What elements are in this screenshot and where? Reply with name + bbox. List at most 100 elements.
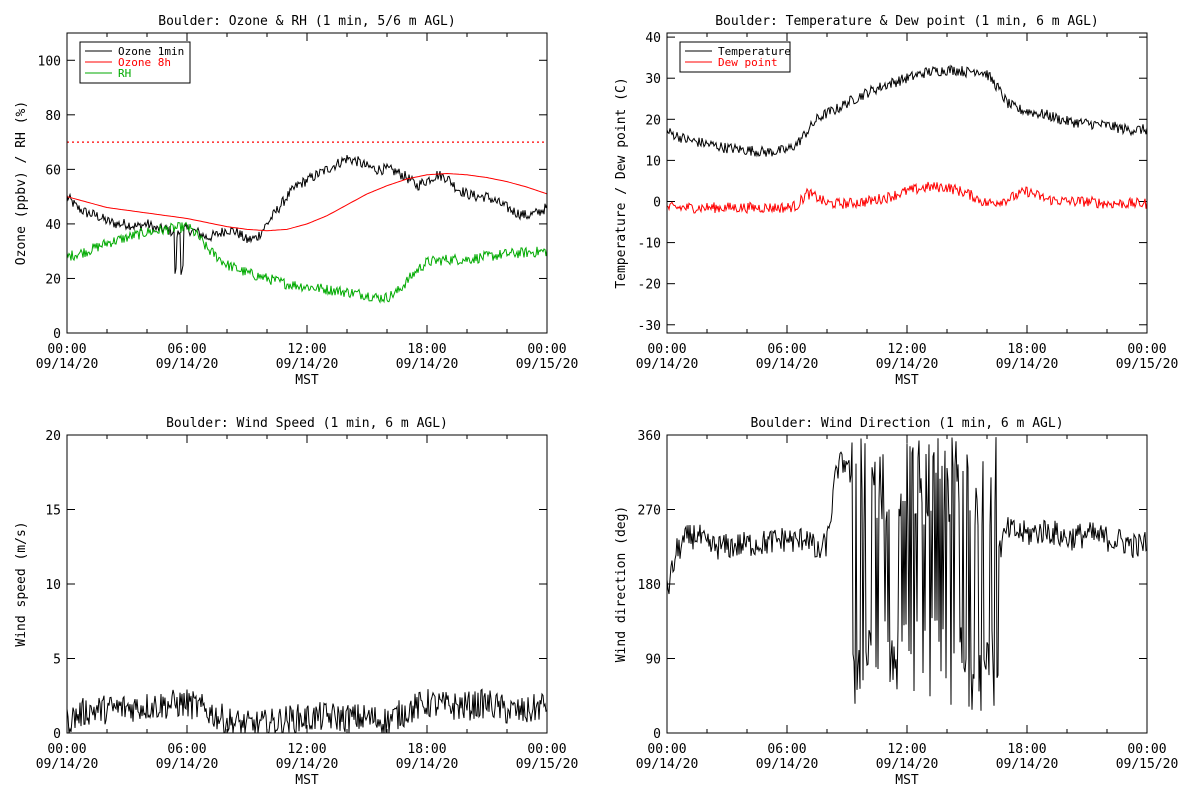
wind-direction-chart-title: Boulder: Wind Direction (1 min, 6 m AGL) <box>750 416 1063 431</box>
x-tick-time-label: 00:00 <box>1127 342 1166 357</box>
y-tick-label: 0 <box>653 195 661 210</box>
y-tick-label: 60 <box>45 163 61 178</box>
x-tick-date-label: 09/15/20 <box>1116 757 1179 772</box>
y-axis-label: Wind direction (deg) <box>614 506 629 663</box>
series-line-rh <box>67 221 547 304</box>
x-axis-label: MST <box>895 373 919 388</box>
series-line-series-0 <box>667 437 1147 711</box>
x-tick-time-label: 18:00 <box>1007 742 1046 757</box>
x-tick-time-label: 06:00 <box>167 742 206 757</box>
y-tick-label: 0 <box>53 327 61 342</box>
x-tick-time-label: 18:00 <box>407 342 446 357</box>
series-line-series-0 <box>67 688 547 733</box>
series-line-temperature <box>667 64 1147 158</box>
x-tick-date-label: 09/15/20 <box>1116 357 1179 372</box>
legend-label-ozone-1min: Ozone 1min <box>118 45 184 58</box>
y-tick-label: 80 <box>45 109 61 124</box>
y-tick-label: 5 <box>53 653 61 668</box>
x-axis-label: MST <box>295 373 319 388</box>
x-tick-time-label: 12:00 <box>887 742 926 757</box>
plot-area <box>667 64 1147 215</box>
wind-speed-panel: Boulder: Wind Speed (1 min, 6 m AGL) 0 5 10… <box>14 416 578 788</box>
legend-label-ozone-8h: Ozone 8h <box>118 56 171 69</box>
temperature-dewpoint-chart-title: Boulder: Temperature & Dew point (1 min,… <box>715 14 1099 29</box>
legend-label-dew-point: Dew point <box>718 56 778 69</box>
x-tick-time-label: 00:00 <box>527 342 566 357</box>
x-tick-date-label: 09/14/20 <box>876 757 939 772</box>
x-tick-date-label: 09/14/20 <box>396 757 459 772</box>
x-tick-time-label: 00:00 <box>527 742 566 757</box>
y-tick-label: 20 <box>645 113 661 128</box>
x-tick-date-label: 09/14/20 <box>156 757 219 772</box>
ozone-rh-chart-title: Boulder: Ozone & RH (1 min, 5/6 m AGL) <box>158 14 455 29</box>
y-axis-label: Temperature / Dew point (C) <box>614 77 629 288</box>
x-tick-date-label: 09/14/20 <box>756 757 819 772</box>
legend-box <box>679 41 791 73</box>
y-tick-label: 30 <box>645 72 661 87</box>
y-tick-label: 270 <box>638 504 661 519</box>
plot-area <box>67 154 547 304</box>
y-tick-label: -20 <box>638 278 661 293</box>
legend-label-rh: RH <box>118 67 131 80</box>
wind-direction-panel: Boulder: Wind Direction (1 min, 6 m AGL)… <box>614 416 1178 788</box>
x-tick-time-label: 06:00 <box>767 742 806 757</box>
temperature-dewpoint-panel: Boulder: Temperature & Dew point (1 min,… <box>614 14 1178 388</box>
y-tick-label: 20 <box>45 429 61 444</box>
x-tick-date-label: 09/14/20 <box>996 357 1059 372</box>
x-tick-date-label: 09/14/20 <box>36 357 99 372</box>
x-tick-date-label: 09/14/20 <box>876 357 939 372</box>
y-tick-label: 180 <box>638 578 661 593</box>
x-tick-date-label: 09/14/20 <box>756 357 819 372</box>
y-tick-label: 100 <box>38 54 61 69</box>
plot-frame <box>66 434 548 734</box>
x-tick-date-label: 09/14/20 <box>396 357 459 372</box>
x-tick-date-label: 09/15/20 <box>516 357 579 372</box>
x-tick-date-label: 09/14/20 <box>636 357 699 372</box>
x-tick-time-label: 18:00 <box>407 742 446 757</box>
x-tick-date-label: 09/14/20 <box>996 757 1059 772</box>
x-axis-label: MST <box>895 773 919 788</box>
plot-area <box>67 688 547 733</box>
plot-frame <box>66 32 548 334</box>
y-tick-label: 0 <box>53 727 61 742</box>
x-tick-time-label: 00:00 <box>47 742 86 757</box>
x-tick-time-label: 06:00 <box>167 342 206 357</box>
x-tick-date-label: 09/14/20 <box>36 757 99 772</box>
y-tick-label: -30 <box>638 319 661 334</box>
x-tick-time-label: 12:00 <box>287 342 326 357</box>
x-tick-time-label: 00:00 <box>47 342 86 357</box>
x-tick-time-label: 12:00 <box>887 342 926 357</box>
legend-label-temperature: Temperature <box>718 45 791 58</box>
plot-frame <box>666 434 1148 734</box>
y-tick-label: 15 <box>45 504 61 519</box>
ozone-rh-panel: Boulder: Ozone & RH (1 min, 5/6 m AGL) 0 2… <box>14 14 578 388</box>
x-tick-date-label: 09/14/20 <box>276 757 339 772</box>
x-tick-time-label: 18:00 <box>1007 342 1046 357</box>
x-tick-time-label: 00:00 <box>647 342 686 357</box>
x-tick-time-label: 00:00 <box>647 742 686 757</box>
y-tick-label: 20 <box>45 272 61 287</box>
y-tick-label: -10 <box>638 237 661 252</box>
x-tick-date-label: 09/14/20 <box>636 757 699 772</box>
plot-area <box>667 437 1147 711</box>
x-tick-time-label: 06:00 <box>767 342 806 357</box>
y-tick-label: 360 <box>638 429 661 444</box>
wind-speed-chart-title: Boulder: Wind Speed (1 min, 6 m AGL) <box>166 416 448 431</box>
series-line-ozone-8h <box>67 172 547 232</box>
y-tick-label: 0 <box>653 727 661 742</box>
y-tick-label: 10 <box>645 154 661 169</box>
x-tick-date-label: 09/14/20 <box>276 357 339 372</box>
y-tick-label: 40 <box>645 31 661 46</box>
x-tick-time-label: 00:00 <box>1127 742 1166 757</box>
x-tick-date-label: 09/15/20 <box>516 757 579 772</box>
x-tick-time-label: 12:00 <box>287 742 326 757</box>
x-axis-label: MST <box>295 773 319 788</box>
y-axis-label: Wind speed (m/s) <box>14 521 29 646</box>
series-line-ozone-1min <box>67 154 547 275</box>
y-tick-label: 40 <box>45 218 61 233</box>
series-line-dew-point <box>667 181 1147 215</box>
plot-frame <box>666 32 1148 334</box>
